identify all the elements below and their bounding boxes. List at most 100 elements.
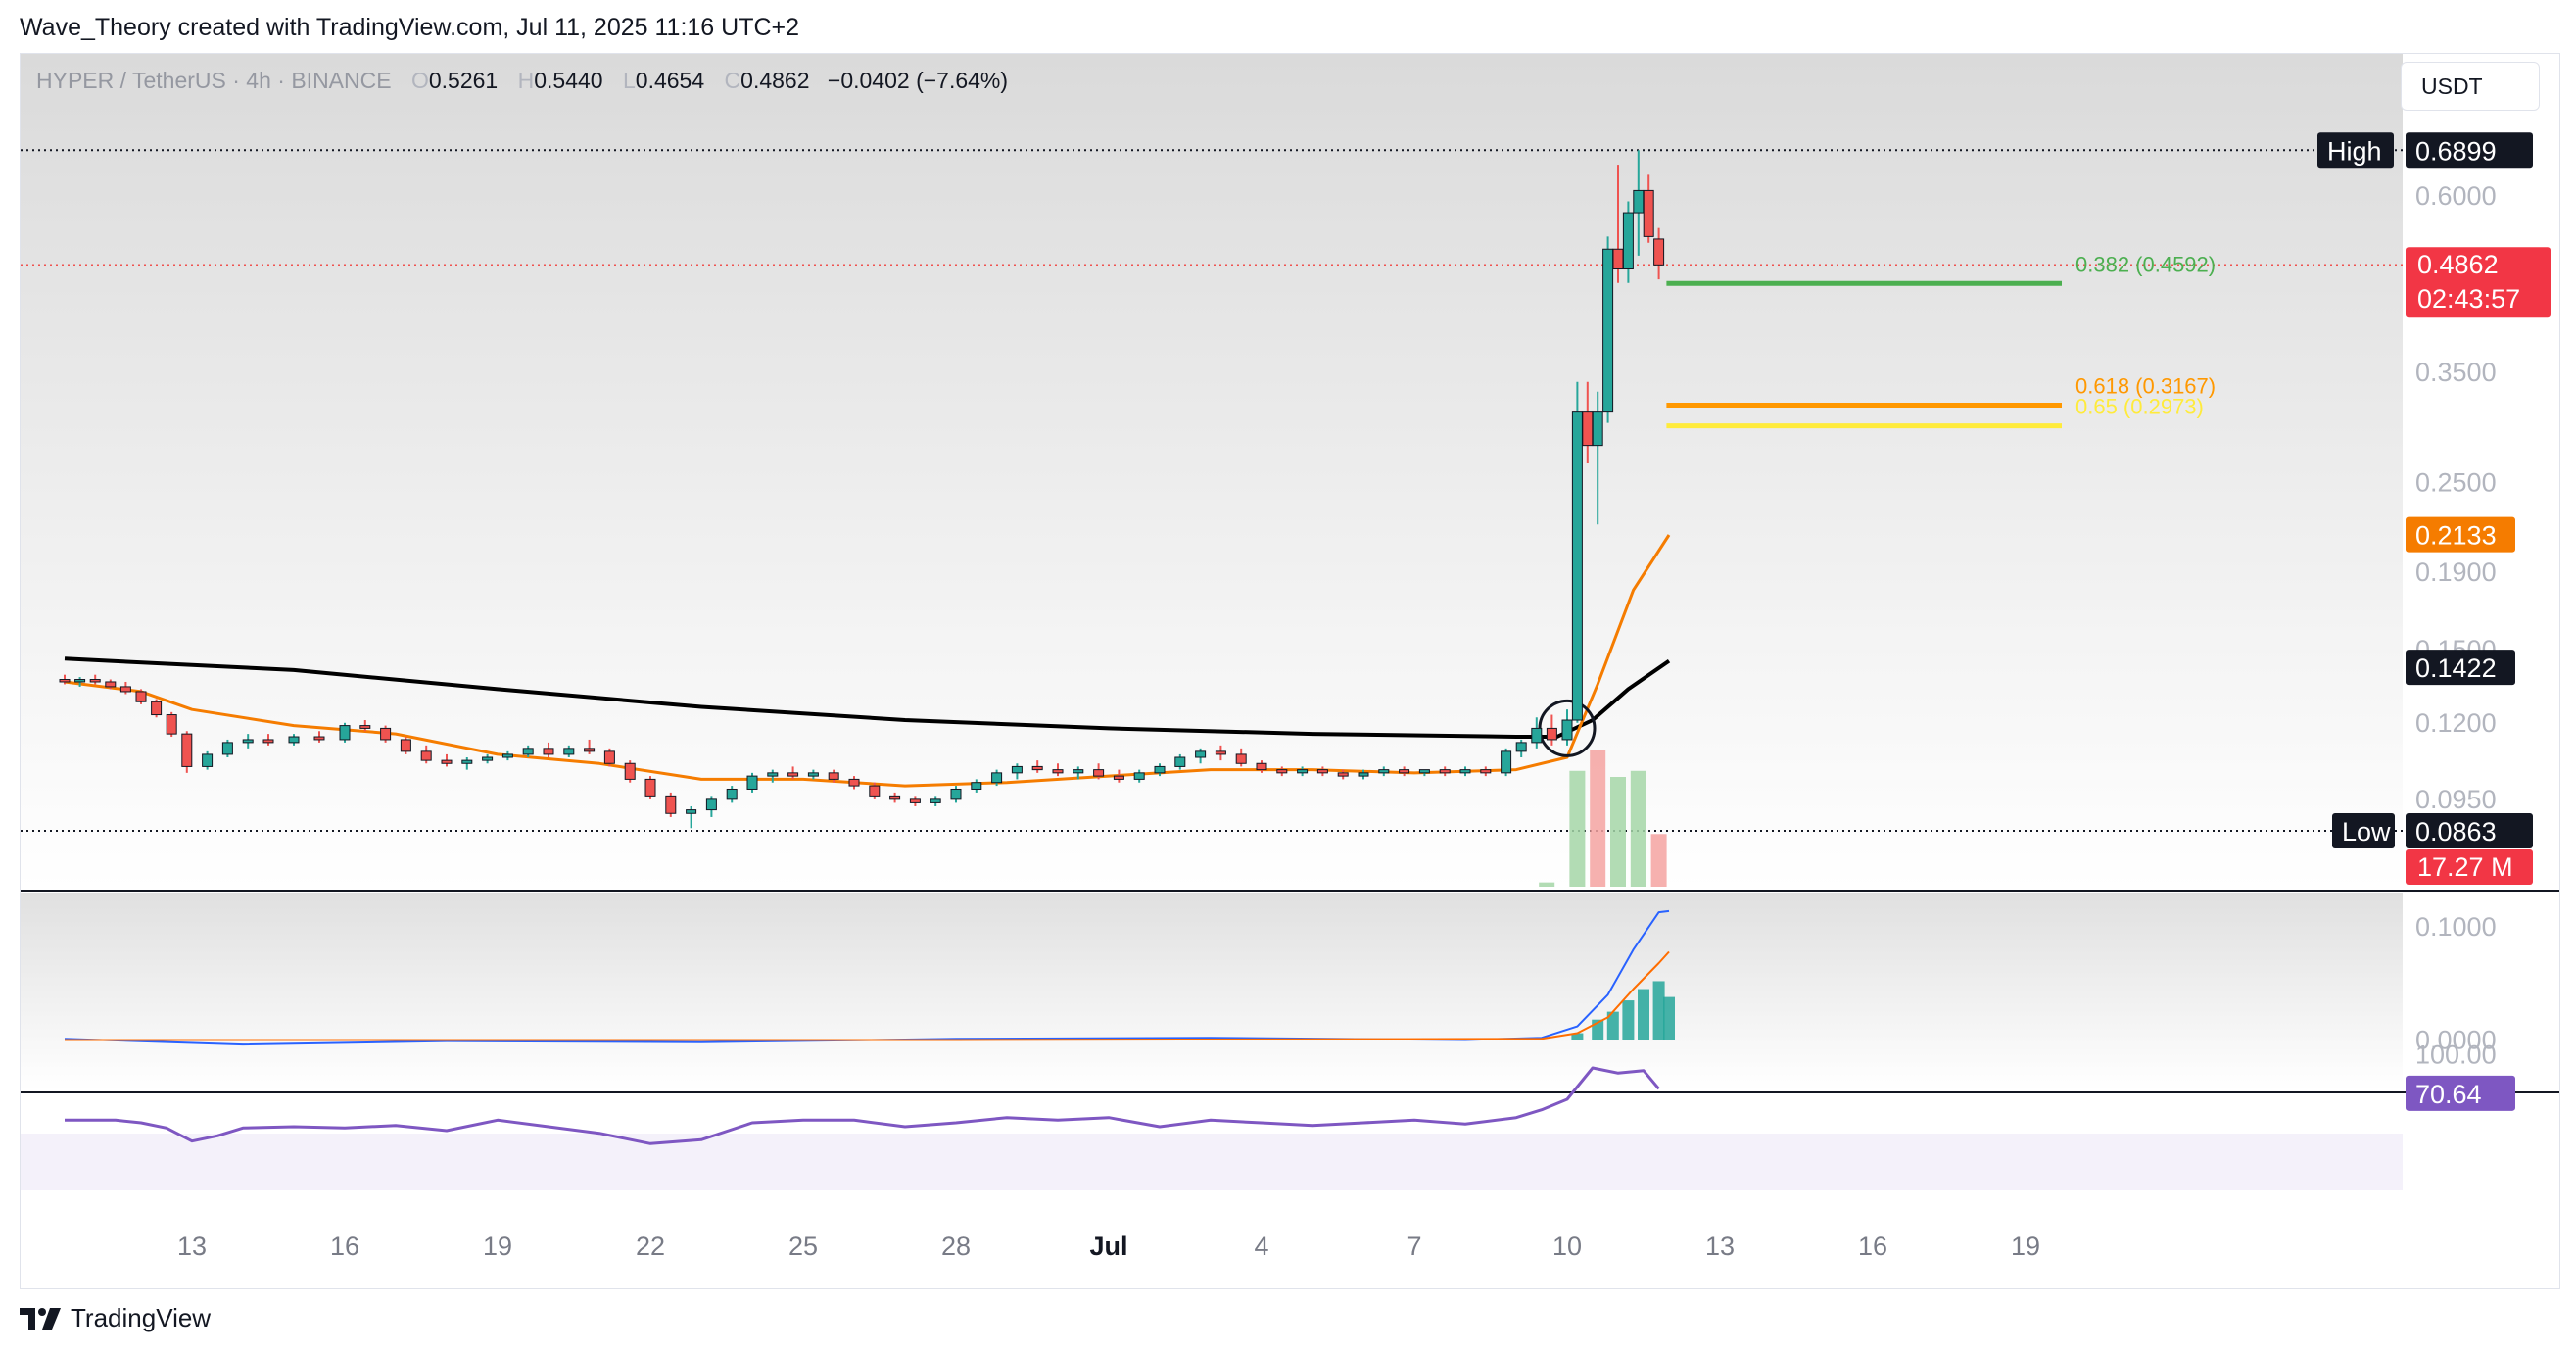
tradingview-logo-icon — [20, 1307, 61, 1330]
volume-bar — [1610, 777, 1626, 887]
candle-body — [1439, 769, 1451, 774]
currency-button[interactable]: USDT — [2401, 62, 2540, 111]
candle-body — [1073, 769, 1084, 774]
ema-value-badge-text: 0.2133 — [2415, 521, 2497, 551]
volume-bar — [1650, 834, 1667, 887]
footer-logo[interactable]: TradingView — [20, 1303, 211, 1333]
candle-body — [59, 679, 71, 683]
time-axis-tick: 28 — [941, 1232, 971, 1261]
candle-body — [1297, 769, 1309, 774]
high-value: 0.5440 — [534, 68, 603, 93]
candle-body — [1633, 189, 1645, 214]
macd-pane-bg — [21, 893, 2403, 1090]
candle-body — [1531, 727, 1543, 744]
chart-frame[interactable]: 0.382 (0.4592) 0.618 (0.3167) 0.65 (0.2973… — [20, 53, 2560, 1289]
candle-body — [1256, 762, 1267, 771]
macd-hist-bar — [1606, 1011, 1619, 1040]
candle-body — [848, 778, 860, 787]
candle-body — [1276, 769, 1288, 774]
volume-layer — [1539, 750, 1667, 887]
volume-bar — [1630, 770, 1646, 887]
candle-countdown: 02:43:57 — [2417, 284, 2520, 314]
candle-body — [787, 772, 799, 777]
time-axis-tick: Jul — [1089, 1232, 1127, 1261]
candle-body — [726, 788, 738, 800]
last-price-badge-bg — [2406, 247, 2551, 318]
candle-body — [105, 681, 117, 688]
low-value-badge-bg — [2406, 812, 2533, 848]
macd-line — [64, 909, 1670, 1046]
price-axis-tick: 0.6000 — [2415, 181, 2497, 211]
close-label: C — [724, 68, 741, 93]
ma-value-badge-text: 0.1422 — [2415, 653, 2497, 683]
macd-hist-bar — [1622, 1000, 1635, 1040]
candle-body — [242, 739, 254, 744]
open-label: O — [410, 68, 429, 93]
time-axis-tick: 25 — [788, 1232, 818, 1261]
candle-body — [1011, 765, 1023, 774]
rsi-value-badge-bg — [2406, 1075, 2515, 1111]
candle-body — [828, 772, 839, 780]
last-price-value: 0.4862 — [2417, 250, 2499, 279]
low-tag-bg — [2332, 812, 2395, 848]
candle-body — [563, 748, 575, 755]
ma-value-badge: 0.1422 — [2406, 650, 2515, 686]
macd-hist-bar — [1652, 981, 1665, 1040]
candle-body — [1174, 756, 1186, 767]
low-tag-text: Low — [2342, 817, 2391, 846]
candle-body — [151, 701, 163, 716]
time-axis-tick: 10 — [1552, 1232, 1582, 1261]
candle-body — [1418, 769, 1430, 774]
high-tag-text: High — [2327, 136, 2382, 166]
macd-axis-tick: 0.1000 — [2415, 912, 2497, 942]
high-value-badge-text: 0.6899 — [2415, 136, 2497, 166]
ema-value-badge-bg — [2406, 516, 2515, 553]
candle-body — [644, 778, 656, 797]
volume-bar — [1590, 750, 1606, 887]
macd-signal-line — [65, 950, 1670, 1041]
fib-label-1: 0.618 (0.3167) — [2075, 373, 2216, 398]
candle-body — [603, 750, 615, 764]
candle-body — [746, 775, 758, 790]
candle-body — [767, 772, 779, 777]
candle-body — [1235, 753, 1247, 764]
candle-body — [1195, 750, 1207, 758]
time-axis-tick: 16 — [1858, 1232, 1887, 1261]
ohlc-legend: HYPER / TetherUS · 4h · BINANCE O0.5261 … — [36, 68, 1008, 94]
candle-body — [202, 753, 214, 767]
macd-layer: 0.1000 0.0000 — [21, 909, 2497, 1054]
candle-body — [705, 798, 717, 811]
chart-svg[interactable]: 0.382 (0.4592) 0.618 (0.3167)0.65 (0.2973… — [21, 54, 2560, 1289]
price-pane-bg — [21, 54, 2403, 889]
candle-body — [166, 714, 177, 735]
candle-body — [1215, 750, 1226, 755]
candle-body — [1480, 769, 1492, 774]
high-value-badge: 0.6899 — [2406, 132, 2533, 169]
rsi-band — [21, 1134, 2403, 1190]
price-axis-tick: 0.3500 — [2415, 358, 2497, 387]
candle-body — [1622, 212, 1634, 270]
candle-body — [1031, 765, 1043, 771]
candle-body — [1653, 238, 1665, 266]
candle-body — [288, 736, 300, 744]
candle-body — [221, 742, 233, 755]
rsi-value-badge: 70.64 — [2415, 1080, 2482, 1109]
candle-body — [665, 795, 677, 814]
candle-body — [1459, 769, 1471, 774]
candle-body — [807, 772, 819, 777]
rsi-axis-tick: 100.00 — [2415, 1040, 2497, 1070]
ma-slow-line — [64, 656, 1671, 739]
candle-body — [313, 736, 325, 741]
symbol-label: HYPER / TetherUS · 4h · BINANCE — [36, 68, 392, 93]
candle-body — [950, 788, 962, 800]
time-axis-tick: 19 — [483, 1232, 512, 1261]
candle-body — [400, 739, 411, 752]
price-axis-tick: 0.2500 — [2415, 468, 2497, 498]
candle-body — [1154, 765, 1166, 774]
candle-body — [1093, 769, 1105, 777]
candle-body — [262, 739, 274, 744]
candle-body — [482, 756, 494, 761]
fib-label-0: 0.382 (0.4592) — [2075, 252, 2216, 276]
ma-value-badge-bg — [2406, 650, 2515, 686]
candle-body — [1561, 719, 1573, 741]
